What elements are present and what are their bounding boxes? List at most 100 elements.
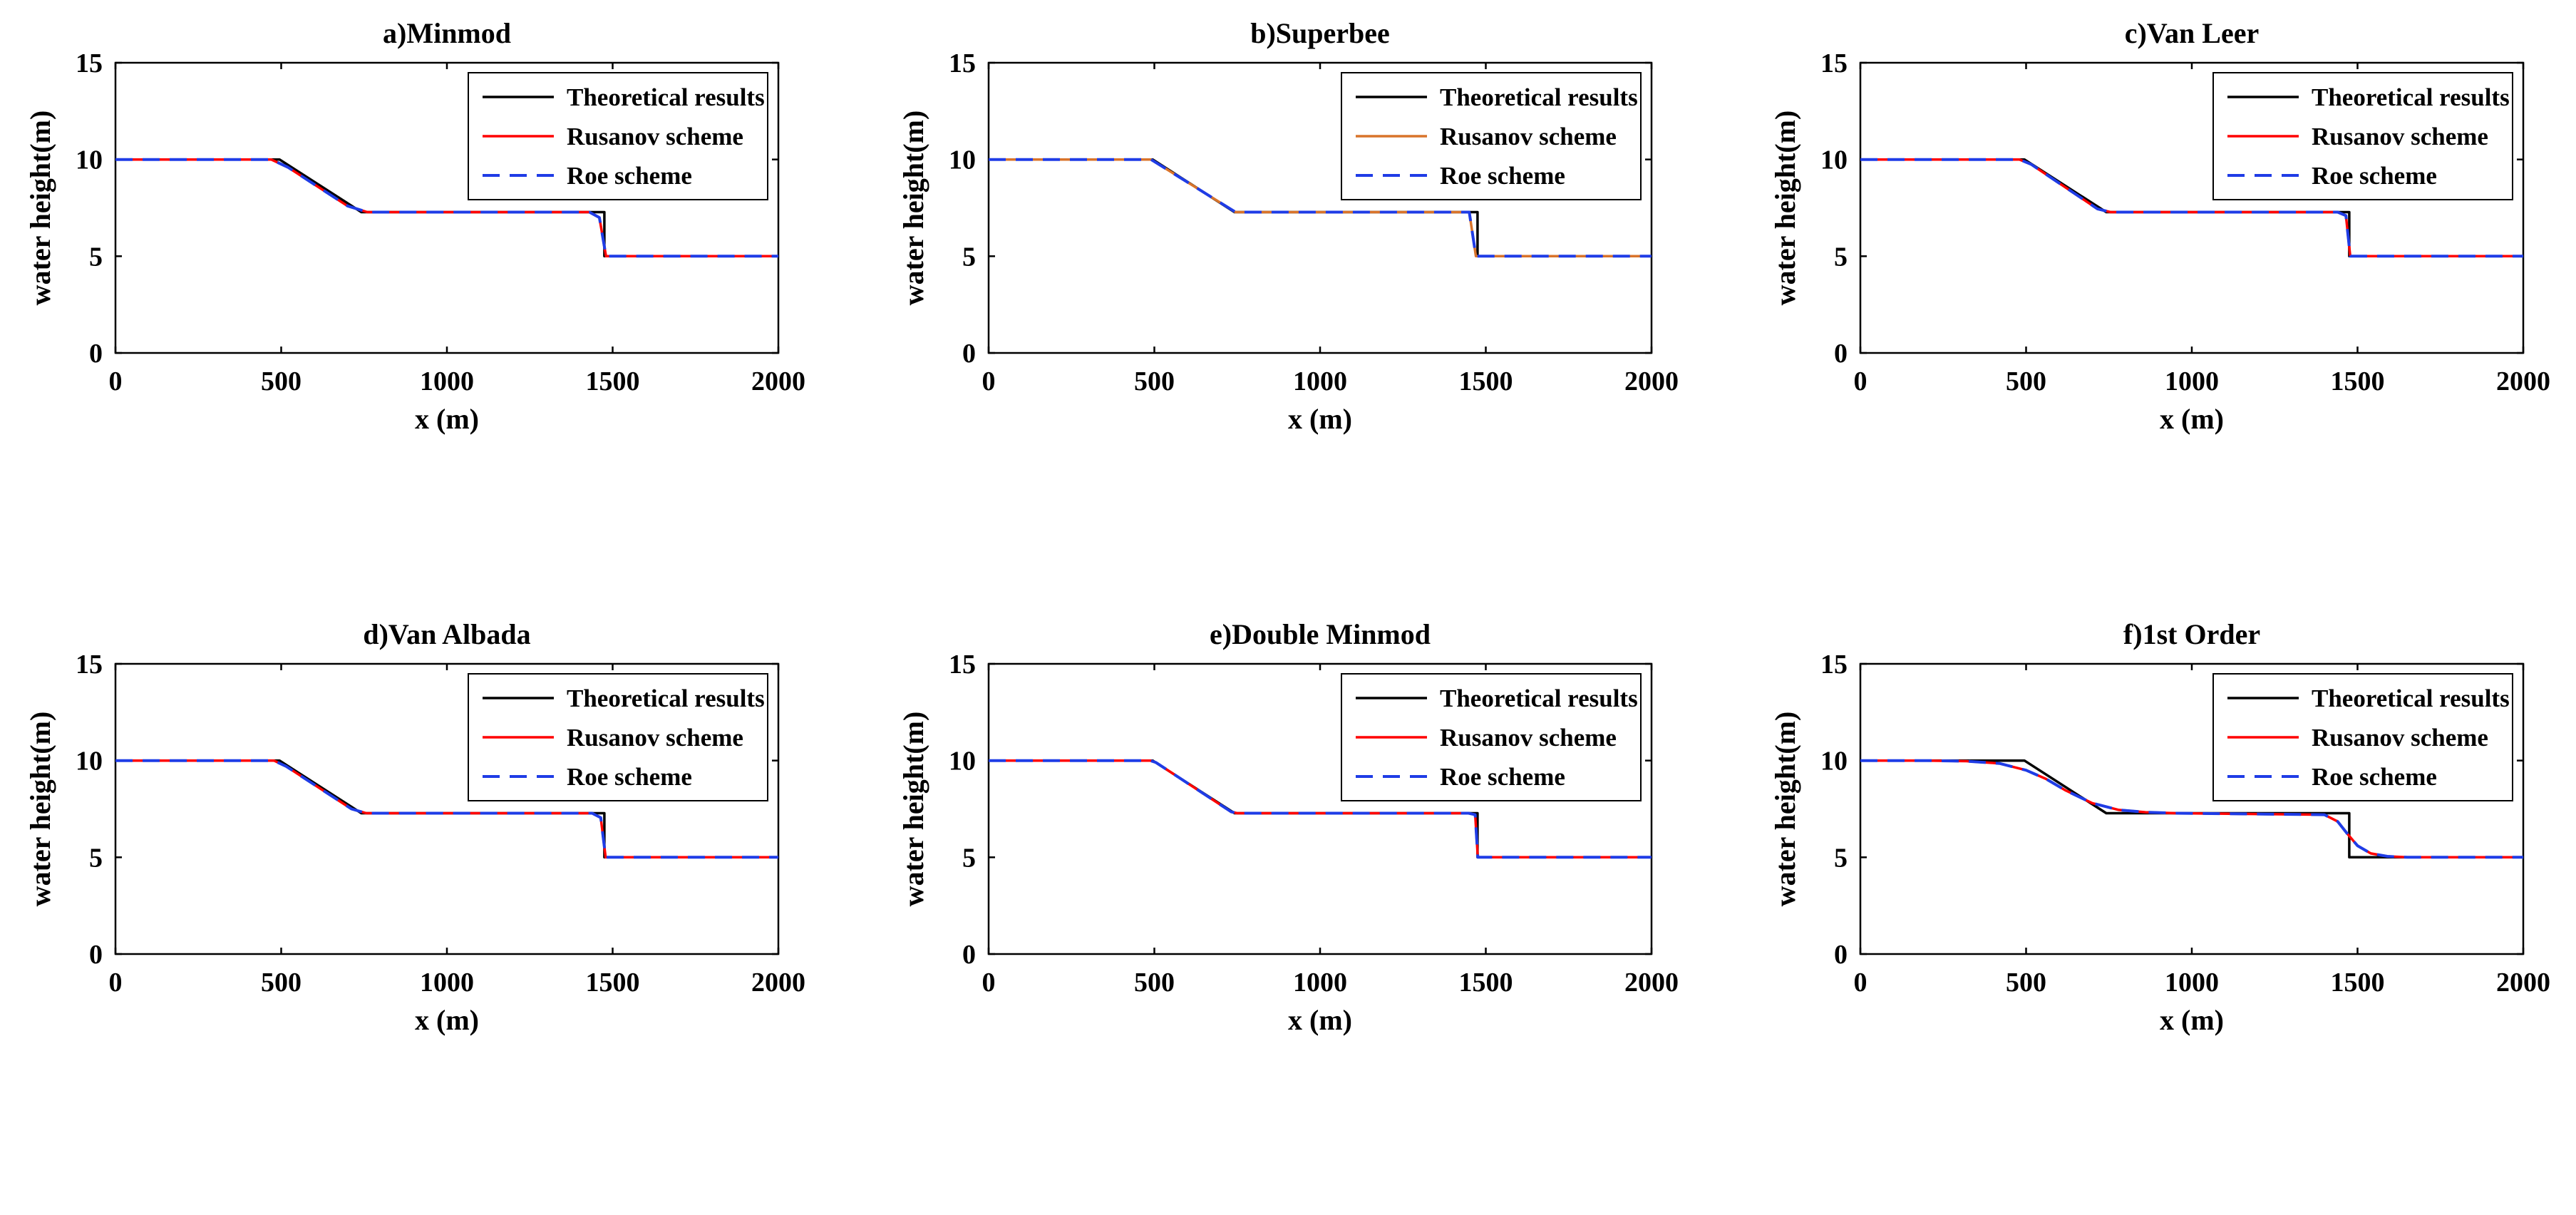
x-axis-label: x (m) xyxy=(2160,1004,2224,1036)
chart-title: a)Minmod xyxy=(383,17,511,49)
y-tick-label: 15 xyxy=(76,650,103,680)
y-axis-label: water height(m) xyxy=(1769,111,1801,306)
x-tick-label: 0 xyxy=(109,968,123,998)
y-tick-label: 5 xyxy=(89,242,103,272)
x-axis-label: x (m) xyxy=(415,403,479,435)
chart-title: f)1st Order xyxy=(2123,618,2260,650)
y-tick-label: 15 xyxy=(76,48,103,78)
x-tick-label: 500 xyxy=(261,968,302,998)
y-tick-label: 10 xyxy=(76,145,103,175)
x-tick-label: 1500 xyxy=(1459,366,1513,396)
legend-label: Rusanov scheme xyxy=(1440,724,1617,752)
y-tick-label: 0 xyxy=(1834,940,1848,970)
x-tick-label: 1000 xyxy=(1293,366,1347,396)
y-tick-label: 5 xyxy=(1834,843,1848,873)
chart-panel: f)1st Order 0 500 1000 1500 2000 0 5 10 15 x (m) wa… xyxy=(1769,618,2550,1036)
x-tick-label: 1000 xyxy=(2165,366,2219,396)
x-axis-label: x (m) xyxy=(1288,1004,1352,1036)
legend-label: Rusanov scheme xyxy=(1440,123,1617,150)
chart-panel: b)Superbee 0 500 1000 1500 2000 0 5 10 15 x (m) wat… xyxy=(897,17,1679,435)
legend-label: Theoretical results xyxy=(2312,83,2510,111)
y-axis-label: water height(m) xyxy=(897,712,929,907)
legend-label: Rusanov scheme xyxy=(567,724,743,752)
chart-panel: c)Van Leer 0 500 1000 1500 2000 0 5 10 15 x (m) wat… xyxy=(1769,17,2550,435)
y-tick-label: 5 xyxy=(962,242,976,272)
legend-label: Rusanov scheme xyxy=(2312,724,2488,752)
x-tick-label: 2000 xyxy=(751,968,805,998)
chart-panel: a)Minmod 0 500 1000 1500 2000 0 5 10 15 x (m) water… xyxy=(24,17,805,435)
chart-title: d)Van Albada xyxy=(363,618,530,650)
series-line-roe xyxy=(1860,158,2523,258)
legend-label: Theoretical results xyxy=(567,685,765,712)
legend-label: Theoretical results xyxy=(567,83,765,111)
x-tick-label: 1500 xyxy=(586,968,640,998)
legend-label: Roe scheme xyxy=(1440,162,1565,190)
y-tick-label: 15 xyxy=(949,650,976,680)
x-tick-label: 0 xyxy=(1854,366,1867,396)
legend-label: Rusanov scheme xyxy=(567,123,743,150)
chart-title: c)Van Leer xyxy=(2125,17,2259,49)
x-tick-label: 1000 xyxy=(420,366,474,396)
y-tick-label: 15 xyxy=(1820,650,1848,680)
x-tick-label: 0 xyxy=(109,366,123,396)
y-axis-label: water height(m) xyxy=(24,712,56,907)
y-tick-label: 5 xyxy=(962,843,976,873)
x-tick-label: 1000 xyxy=(1293,968,1347,998)
legend-label: Roe scheme xyxy=(1440,763,1565,791)
y-tick-label: 0 xyxy=(1834,339,1848,369)
series-line-roe xyxy=(989,158,1652,258)
series-line-roe xyxy=(989,759,1652,859)
legend-label: Theoretical results xyxy=(1440,83,1638,111)
y-tick-label: 10 xyxy=(949,145,976,175)
y-tick-label: 0 xyxy=(962,940,976,970)
y-tick-label: 5 xyxy=(89,843,103,873)
y-tick-label: 10 xyxy=(1820,747,1848,776)
y-tick-label: 15 xyxy=(949,48,976,78)
x-tick-label: 2000 xyxy=(2496,366,2550,396)
series-line-roe xyxy=(115,759,778,859)
legend-label: Rusanov scheme xyxy=(2312,123,2488,150)
x-tick-label: 500 xyxy=(1134,366,1175,396)
x-tick-label: 500 xyxy=(261,366,302,396)
legend-label: Roe scheme xyxy=(2312,162,2437,190)
x-tick-label: 500 xyxy=(2006,968,2046,998)
y-tick-label: 0 xyxy=(89,339,103,369)
x-tick-label: 500 xyxy=(1134,968,1175,998)
y-tick-label: 0 xyxy=(89,940,103,970)
x-tick-label: 2000 xyxy=(751,366,805,396)
chart-title: e)Double Minmod xyxy=(1210,618,1431,650)
chart-title: b)Superbee xyxy=(1250,17,1390,49)
x-axis-label: x (m) xyxy=(2160,403,2224,435)
series-line-roe xyxy=(1860,759,2523,859)
legend-label: Theoretical results xyxy=(1440,685,1638,712)
x-tick-label: 1500 xyxy=(2331,968,2385,998)
x-tick-label: 2000 xyxy=(2496,968,2550,998)
x-tick-label: 1500 xyxy=(1459,968,1513,998)
series-line-roe xyxy=(115,158,778,258)
y-tick-label: 0 xyxy=(962,339,976,369)
legend-label: Roe scheme xyxy=(2312,763,2437,791)
legend-label: Roe scheme xyxy=(567,162,692,190)
x-axis-label: x (m) xyxy=(1288,403,1352,435)
legend-label: Theoretical results xyxy=(2312,685,2510,712)
x-tick-label: 0 xyxy=(982,968,996,998)
x-tick-label: 1500 xyxy=(586,366,640,396)
y-tick-label: 15 xyxy=(1820,48,1848,78)
y-tick-label: 5 xyxy=(1834,242,1848,272)
chart-panel: d)Van Albada 0 500 1000 1500 2000 0 5 10 15 x (m) w… xyxy=(24,618,805,1036)
x-tick-label: 2000 xyxy=(1624,366,1679,396)
x-tick-label: 1000 xyxy=(2165,968,2219,998)
legend-label: Roe scheme xyxy=(567,763,692,791)
y-tick-label: 10 xyxy=(1820,145,1848,175)
y-axis-label: water height(m) xyxy=(24,111,56,306)
y-tick-label: 10 xyxy=(76,747,103,776)
x-tick-label: 2000 xyxy=(1624,968,1679,998)
y-tick-label: 10 xyxy=(949,747,976,776)
x-tick-label: 1000 xyxy=(420,968,474,998)
y-axis-label: water height(m) xyxy=(1769,712,1801,907)
x-tick-label: 1500 xyxy=(2331,366,2385,396)
x-axis-label: x (m) xyxy=(415,1004,479,1036)
chart-panel: e)Double Minmod 0 500 1000 1500 2000 0 5 10 15 x (… xyxy=(897,618,1679,1036)
x-tick-label: 500 xyxy=(2006,366,2046,396)
